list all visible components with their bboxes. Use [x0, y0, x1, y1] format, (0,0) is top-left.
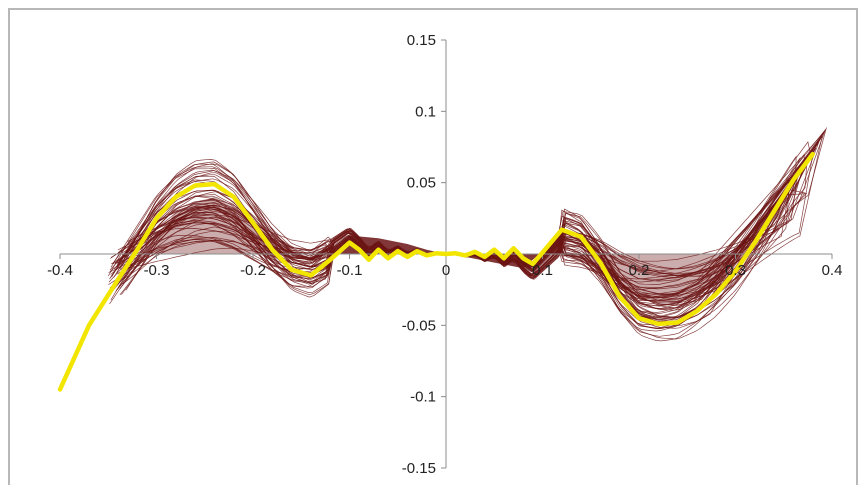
y-tick-label: -0.15 [402, 460, 436, 477]
family-curves-layer [107, 127, 827, 342]
family-fill-right [446, 229, 562, 269]
x-tick-label: 0 [442, 262, 450, 279]
y-tick-label: 0.15 [407, 32, 436, 49]
y-tick-label: 0.1 [415, 103, 436, 120]
family-fill-lower [561, 254, 736, 304]
x-tick-label: -0.2 [240, 262, 266, 279]
chart-plot: -0.4 -0.3 -0.2 -0.1 0 0.1 0.2 0.3 0.4 0.15 0.1 0.05… [47, 32, 842, 477]
y-tick-label: -0.05 [402, 317, 436, 334]
x-tick-label: -0.4 [47, 262, 73, 279]
x-tick-label: -0.3 [144, 262, 170, 279]
family-fill-left [330, 235, 446, 262]
y-tick-label: 0.05 [407, 175, 436, 192]
chart-frame: -0.4 -0.3 -0.2 -0.1 0 0.1 0.2 0.3 0.4 0.15 0.1 0.05… [8, 8, 858, 485]
series-layer [57, 151, 815, 392]
x-tick-label: 0.3 [725, 262, 746, 279]
x-tick-label: 0.2 [629, 262, 650, 279]
x-tick-label: 0.1 [532, 262, 553, 279]
x-tick-label: -0.1 [337, 262, 363, 279]
y-tick-label: -0.1 [410, 389, 436, 406]
tick-labels-layer: -0.4 -0.3 -0.2 -0.1 0 0.1 0.2 0.3 0.4 0.15 0.1 0.05… [47, 32, 842, 477]
x-tick-label: 0.4 [822, 262, 843, 279]
